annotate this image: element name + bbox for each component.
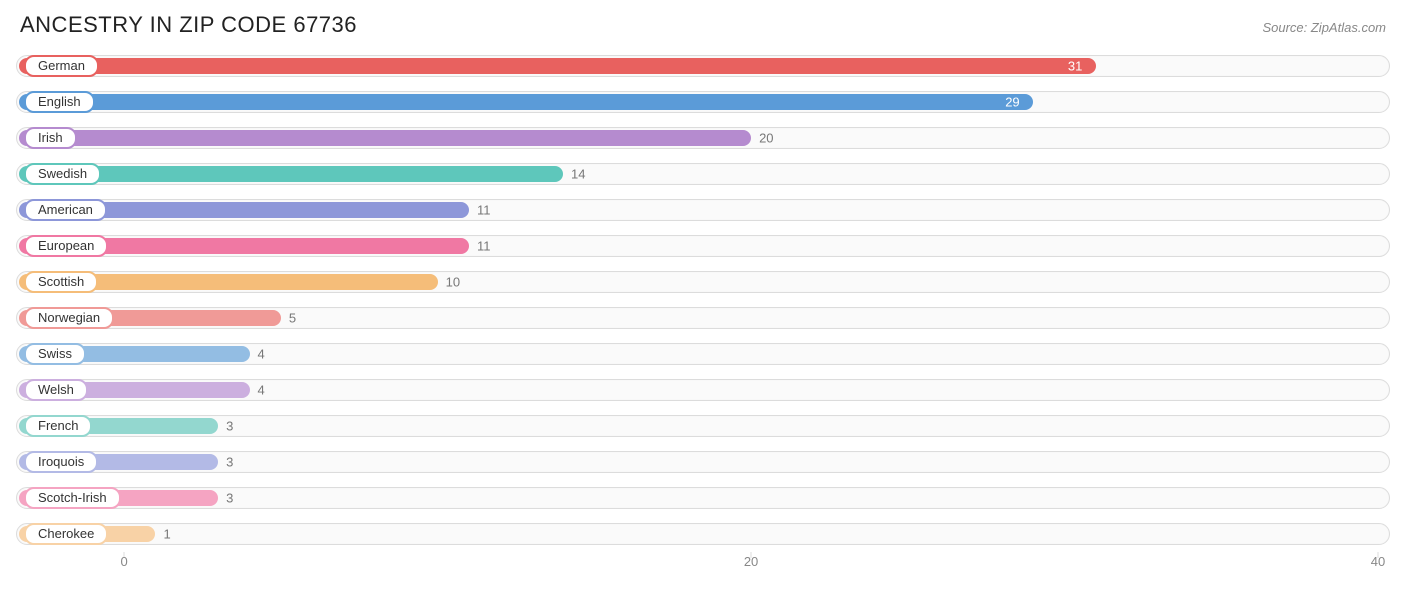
- bar-row: Swedish 14: [16, 160, 1390, 188]
- bar-row: German 31: [16, 52, 1390, 80]
- bar-label: Welsh: [24, 379, 88, 401]
- x-tick-label: 0: [121, 554, 128, 569]
- bar-value: 4: [258, 383, 265, 398]
- bar-label: Scottish: [24, 271, 98, 293]
- bar-row: Swiss 4: [16, 340, 1390, 368]
- bar-value: 11: [477, 203, 491, 218]
- bar-value: 31: [1068, 59, 1082, 74]
- bar-label: Scotch-Irish: [24, 487, 121, 509]
- bar-row: Iroquois 3: [16, 448, 1390, 476]
- bar-row: French 3: [16, 412, 1390, 440]
- bar-label: German: [24, 55, 99, 77]
- bar-value: 3: [226, 455, 233, 470]
- bar-row: Cherokee 1: [16, 520, 1390, 548]
- bar-row: Scotch-Irish 3: [16, 484, 1390, 512]
- bar-value: 10: [446, 275, 460, 290]
- bar-label: Cherokee: [24, 523, 108, 545]
- bar-row: English 29: [16, 88, 1390, 116]
- bar-value: 1: [163, 527, 170, 542]
- bar-row: Norwegian 5: [16, 304, 1390, 332]
- x-tick-label: 20: [744, 554, 758, 569]
- bar-value: 14: [571, 167, 585, 182]
- bar-value: 3: [226, 419, 233, 434]
- page-title: ANCESTRY IN ZIP CODE 67736: [20, 12, 357, 38]
- bar-fill: [19, 94, 1033, 110]
- bar-label: Irish: [24, 127, 77, 149]
- bar-label: Norwegian: [24, 307, 114, 329]
- x-tick-label: 40: [1371, 554, 1385, 569]
- bar-track: [16, 451, 1390, 473]
- bar-value: 20: [759, 131, 773, 146]
- bar-label: French: [24, 415, 92, 437]
- source-attribution: Source: ZipAtlas.com: [1262, 20, 1386, 35]
- bar-value: 4: [258, 347, 265, 362]
- bar-label: Iroquois: [24, 451, 98, 473]
- bar-value: 11: [477, 239, 491, 254]
- bar-label: American: [24, 199, 107, 221]
- bar-track: [16, 487, 1390, 509]
- bar-label: English: [24, 91, 95, 113]
- bar-row: European 11: [16, 232, 1390, 260]
- bar-row: Irish 20: [16, 124, 1390, 152]
- bar-row: Welsh 4: [16, 376, 1390, 404]
- bar-label: European: [24, 235, 108, 257]
- bar-label: Swiss: [24, 343, 86, 365]
- bar-row: Scottish 10: [16, 268, 1390, 296]
- bar-track: [16, 523, 1390, 545]
- bar-track: [16, 415, 1390, 437]
- bar-row: American 11: [16, 196, 1390, 224]
- bar-fill: [19, 130, 751, 146]
- bar-value: 29: [1005, 95, 1019, 110]
- bar-value: 3: [226, 491, 233, 506]
- bar-fill: [19, 58, 1096, 74]
- bar-label: Swedish: [24, 163, 101, 185]
- x-axis: 0 20 40: [16, 554, 1390, 582]
- bar-value: 5: [289, 311, 296, 326]
- ancestry-bar-chart: German31English29Irish20Swedish14America…: [16, 52, 1390, 582]
